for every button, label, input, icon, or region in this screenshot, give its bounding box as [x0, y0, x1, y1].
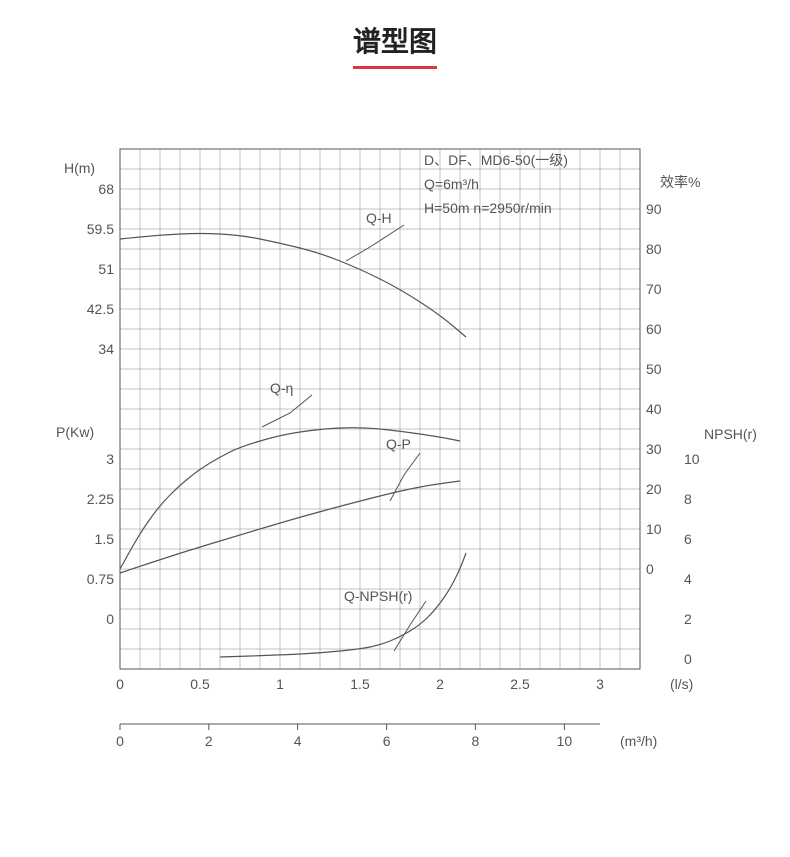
- axis-tick: 2: [684, 611, 692, 627]
- axis-tick: 50: [646, 361, 662, 377]
- curve-label-Qeta: Q-η: [270, 380, 293, 396]
- axis-title-H: H(m): [64, 160, 95, 176]
- axis-tick-m3h: 10: [557, 733, 573, 749]
- axis-tick-ls: 0.5: [190, 676, 210, 692]
- axis-tick-m3h: 8: [472, 733, 480, 749]
- axis-tick: 6: [684, 531, 692, 547]
- axis-title-P: P(Kw): [56, 424, 94, 440]
- axis-unit-ls: (l/s): [670, 676, 693, 692]
- axis-tick: 30: [646, 441, 662, 457]
- axis-tick: 0: [684, 651, 692, 667]
- info-line: H=50m n=2950r/min: [424, 200, 552, 216]
- info-line: D、DF、MD6-50(一级): [424, 152, 568, 168]
- axis-tick: 0: [646, 561, 654, 577]
- axis-tick-m3h: 4: [294, 733, 302, 749]
- axis-title-eff: 效率%: [660, 174, 700, 190]
- axis-tick-ls: 0: [116, 676, 124, 692]
- axis-tick-ls: 1.5: [350, 676, 370, 692]
- pump-performance-chart: H(m)6859.55142.534P(Kw)32.251.50.750效率%9…: [0, 109, 790, 829]
- axis-unit-m3h: (m³/h): [620, 733, 657, 749]
- axis-tick: 1.5: [95, 531, 115, 547]
- axis-tick: 40: [646, 401, 662, 417]
- axis-tick: 68: [98, 181, 114, 197]
- chart-svg: H(m)6859.55142.534P(Kw)32.251.50.750效率%9…: [0, 109, 790, 829]
- page-title: 谱型图: [353, 20, 437, 69]
- axis-tick: 0.75: [87, 571, 114, 587]
- leader-Qeta: [262, 395, 312, 427]
- info-line: Q=6m³/h: [424, 176, 479, 192]
- axis-tick: 80: [646, 241, 662, 257]
- axis-tick: 70: [646, 281, 662, 297]
- axis-tick-m3h: 6: [383, 733, 391, 749]
- axis-tick: 4: [684, 571, 692, 587]
- curve-label-QNPSH: Q-NPSH(r): [344, 588, 412, 604]
- axis-tick-m3h: 2: [205, 733, 213, 749]
- axis-tick: 20: [646, 481, 662, 497]
- axis-tick: 59.5: [87, 221, 114, 237]
- axis-tick: 0: [106, 611, 114, 627]
- axis-tick-m3h: 0: [116, 733, 124, 749]
- axis-tick: 10: [646, 521, 662, 537]
- title-container: 谱型图: [0, 20, 790, 69]
- axis-tick: 51: [98, 261, 114, 277]
- leader-QP: [390, 453, 420, 501]
- leader-QH: [346, 225, 404, 261]
- axis-tick: 10: [684, 451, 700, 467]
- leader-QNPSH: [394, 601, 426, 651]
- axis-tick-ls: 2.5: [510, 676, 530, 692]
- axis-tick: 60: [646, 321, 662, 337]
- axis-tick-ls: 3: [596, 676, 604, 692]
- axis-tick: 42.5: [87, 301, 114, 317]
- axis-title-NPSH: NPSH(r): [704, 426, 757, 442]
- axis-tick: 90: [646, 201, 662, 217]
- curve-label-QH: Q-H: [366, 210, 392, 226]
- curve-label-QP: Q-P: [386, 436, 411, 452]
- axis-tick: 34: [98, 341, 114, 357]
- axis-tick: 3: [106, 451, 114, 467]
- axis-tick: 8: [684, 491, 692, 507]
- curve-QNPSH: [220, 553, 466, 657]
- axis-tick-ls: 2: [436, 676, 444, 692]
- axis-tick-ls: 1: [276, 676, 284, 692]
- axis-tick: 2.25: [87, 491, 114, 507]
